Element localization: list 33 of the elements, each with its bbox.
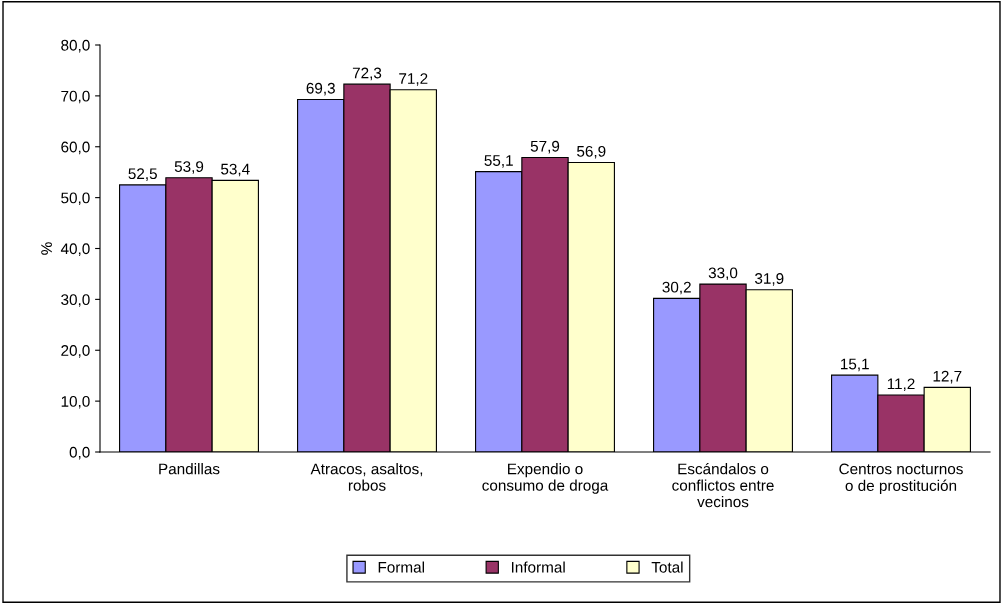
y-tick-label: 10,0 bbox=[61, 395, 90, 409]
y-tick-label: 0,0 bbox=[69, 446, 90, 460]
data-label: 12,7 bbox=[933, 370, 962, 384]
data-label: 56,9 bbox=[577, 145, 606, 159]
legend-label: Total bbox=[651, 561, 683, 573]
data-label: 30,2 bbox=[662, 281, 691, 295]
data-label: 31,9 bbox=[755, 273, 784, 286]
data-label: 53,4 bbox=[221, 163, 250, 177]
data-label: 11,2 bbox=[887, 378, 915, 392]
x-tick-label: Atracos, asaltos, robos bbox=[310, 463, 423, 491]
x-tick-label: Centros nocturnos o de prostitución bbox=[839, 463, 963, 495]
legend-label: Formal bbox=[378, 561, 424, 573]
data-label: 72,3 bbox=[352, 67, 382, 81]
data-label: 71,2 bbox=[399, 73, 428, 86]
data-label: 57,9 bbox=[530, 140, 560, 154]
data-label: 52,5 bbox=[128, 168, 157, 181]
y-tick-label: 20,0 bbox=[61, 345, 90, 358]
data-label: 53,9 bbox=[174, 161, 204, 174]
data-label: 55,1 bbox=[484, 155, 513, 168]
y-tick-label: 80,0 bbox=[61, 39, 90, 53]
y-tick-label: 60,0 bbox=[61, 141, 90, 155]
x-tick-label: Pandillas bbox=[159, 463, 220, 475]
data-label: 33,0 bbox=[708, 267, 738, 281]
y-tick-label: 40,0 bbox=[60, 243, 90, 256]
x-tick-label: Escándalos o conflictos entre vecinos bbox=[672, 462, 774, 508]
legend-label: Informal bbox=[511, 561, 565, 573]
y-tick-label: 50,0 bbox=[61, 192, 90, 206]
y-tick-label: 30,0 bbox=[61, 294, 90, 307]
y-axis-title: % bbox=[41, 242, 52, 255]
data-label: 15,1 bbox=[841, 358, 869, 372]
y-tick-label: 70,0 bbox=[61, 90, 90, 104]
data-label: 69,3 bbox=[306, 82, 335, 96]
x-tick-label: Expendio o consumo de droga bbox=[482, 463, 609, 494]
